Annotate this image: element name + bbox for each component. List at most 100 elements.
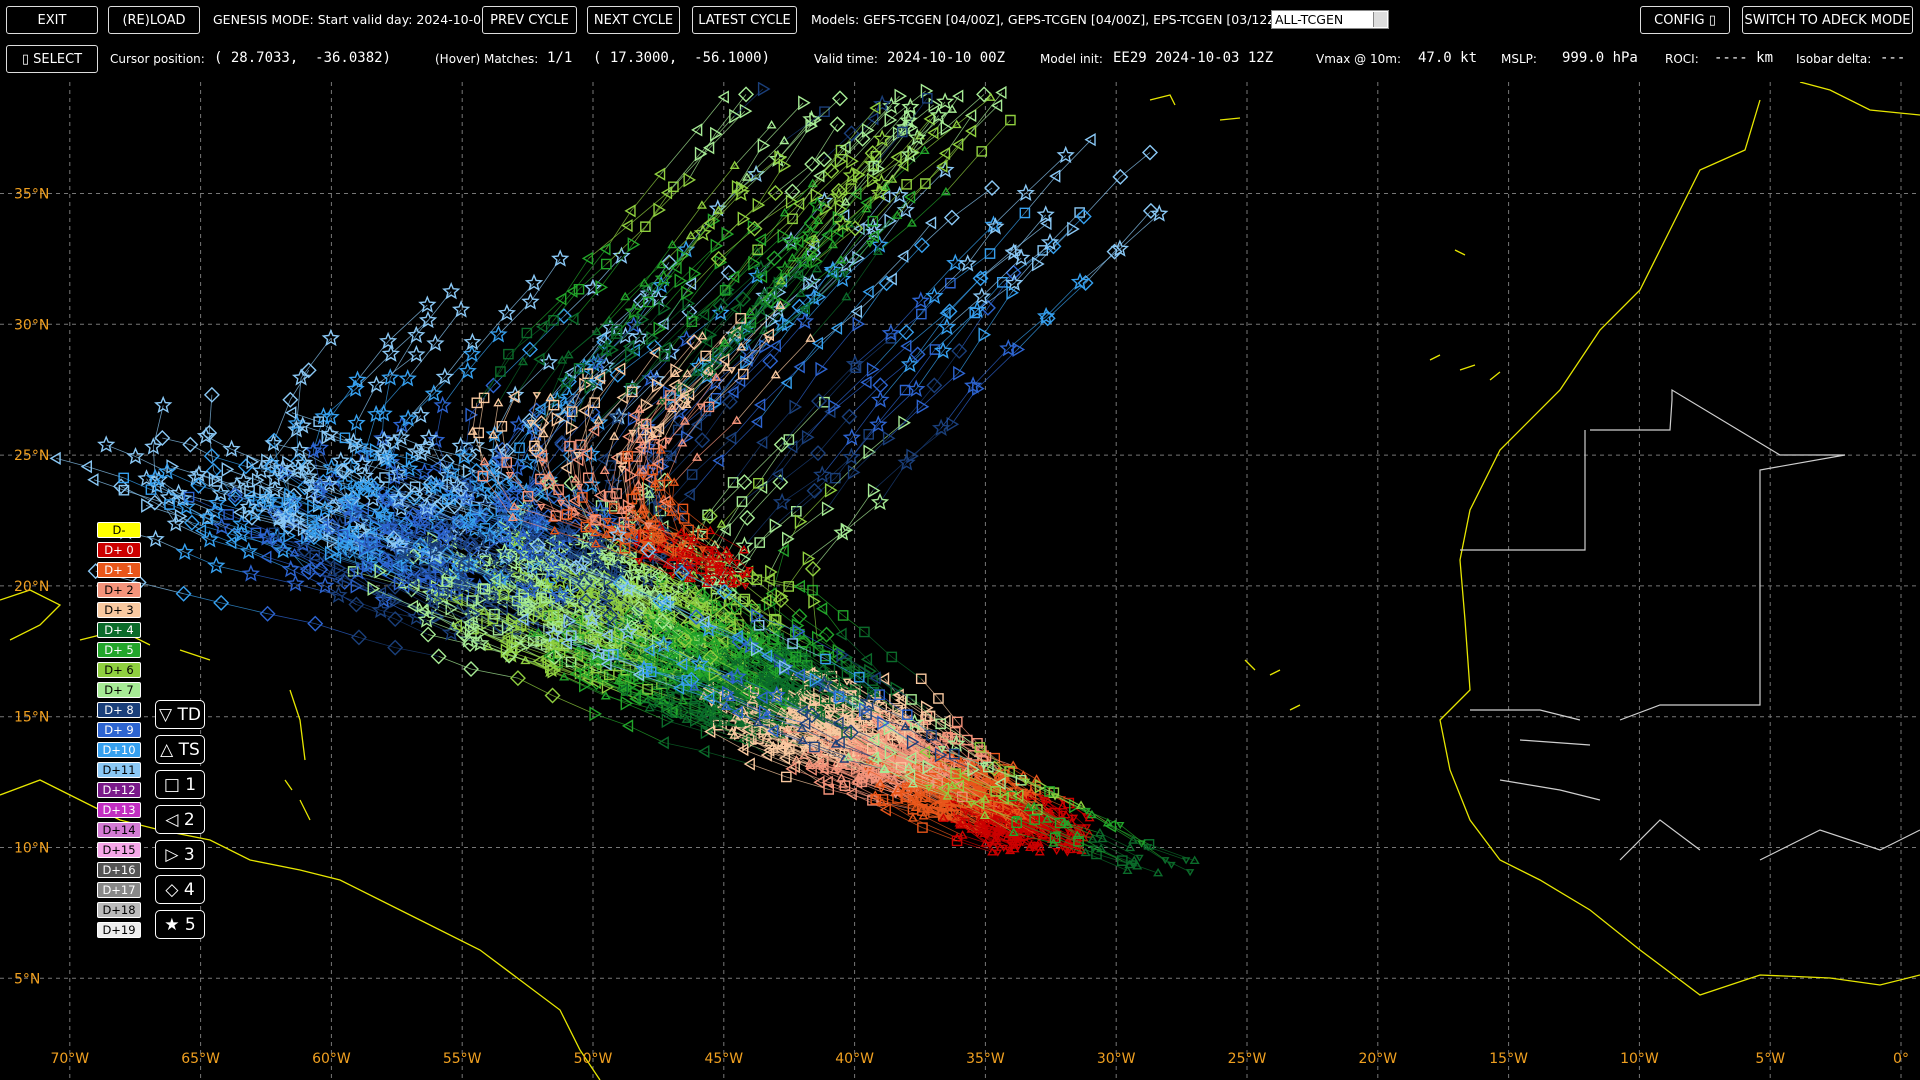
track-marker [780,376,792,390]
track-marker [856,776,868,788]
track-marker [367,375,386,393]
track-marker [508,589,527,607]
track-segment [774,749,811,766]
track-marker [398,369,417,387]
track-marker [424,384,443,402]
track-segment [123,489,170,505]
track-marker [769,744,780,753]
track-marker [735,573,748,589]
track-segment [807,529,846,559]
track-segment [852,793,887,811]
track-marker [824,263,836,277]
track-marker [183,514,200,531]
track-marker [760,748,772,762]
track-segment [812,768,846,787]
track-marker [297,521,311,537]
track-marker [755,480,768,495]
track-marker [852,250,865,266]
track-marker [620,695,634,711]
track-marker [203,448,220,465]
track-marker [293,534,313,552]
track-marker [830,321,843,335]
track-marker [590,662,602,674]
track-marker [898,415,911,431]
track-marker [426,333,445,352]
track-segment [592,374,619,413]
track-segment [384,515,406,525]
track-segment [390,320,429,355]
track-segment [689,272,729,313]
track-marker [824,482,838,498]
track-segment [618,680,659,703]
track-marker [366,543,386,562]
track-marker [644,489,655,498]
track-segment [413,555,450,577]
track-marker [735,536,754,554]
track-marker [1034,846,1045,856]
track-marker [348,370,367,388]
track-segment [920,678,939,699]
track-marker [289,465,302,479]
track-segment [376,354,417,386]
track-segment [1045,281,1081,317]
track-segment [449,575,494,594]
track-marker [778,751,791,765]
track-segment [600,465,612,506]
track-marker [933,693,944,704]
track-segment [956,840,993,853]
track-marker [579,677,592,693]
track-marker [871,390,890,408]
track-segment [395,647,439,657]
track-marker [312,561,329,578]
track-marker [653,500,667,515]
track-marker [1031,774,1042,783]
track-segment [733,346,765,393]
track-marker [293,416,312,434]
track-marker [706,373,725,391]
track-segment [872,455,912,491]
track-marker [845,787,857,801]
track-segment [471,313,508,355]
track-segment [618,379,658,418]
track-segment [881,802,924,817]
track-segment [618,567,648,580]
track-marker [794,514,808,530]
track-segment [191,522,235,536]
track-marker [273,540,293,559]
track-segment [552,670,585,686]
track-marker [189,464,209,483]
track-marker [596,452,608,467]
track-marker [743,569,760,586]
track-marker [859,626,870,638]
track-marker [629,647,640,657]
track-marker [836,773,847,782]
track-marker [1112,168,1129,185]
track-marker [543,622,556,638]
track-marker [729,730,740,739]
track-marker [993,849,1003,857]
track-segment [842,615,865,633]
track-marker [559,671,570,681]
track-segment [395,618,429,635]
track-segment [1055,139,1092,177]
track-marker [459,475,472,490]
track-segment [800,328,838,368]
track-marker [565,601,582,618]
track-marker [489,325,508,343]
track-segment [363,414,377,455]
track-segment [767,754,796,767]
track-segment [625,702,667,722]
track-marker [389,463,408,482]
track-segment [146,478,177,525]
track-marker [456,571,475,590]
track-segment [886,809,923,828]
track-marker [433,395,452,414]
track-segment [271,465,305,488]
track-segment [726,487,764,530]
track-segment [349,550,387,570]
track-segment [818,744,851,758]
track-marker [462,463,476,479]
track-segment [776,309,804,346]
track-segment [649,455,668,495]
track-marker [560,502,574,518]
